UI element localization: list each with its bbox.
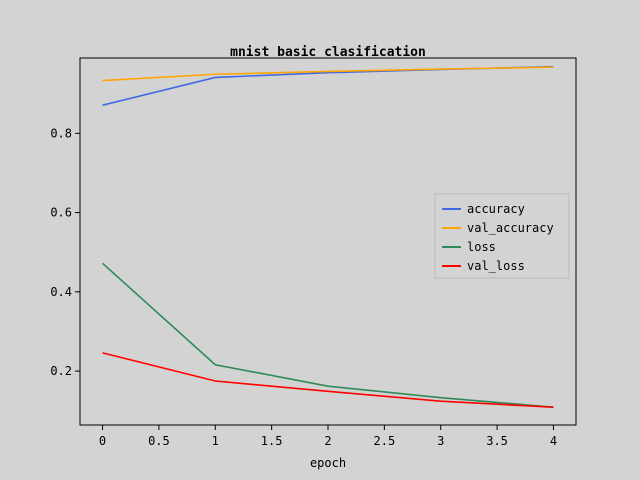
series-line-val-loss [102,352,554,408]
legend-label-val-loss: val_loss [467,259,525,273]
x-axis-label: epoch [310,456,346,470]
y-tick-label: 0.8 [50,126,72,140]
x-tick-label: 1.5 [261,434,283,448]
y-axis: 0.2 0.4 0.6 0.8 [50,126,80,378]
x-tick-label: 3.5 [486,434,508,448]
x-tick-label: 3 [437,434,444,448]
x-tick-label: 1 [212,434,219,448]
legend-label-accuracy: accuracy [467,202,525,216]
x-tick-label: 2.5 [374,434,396,448]
series-lines [102,65,554,408]
x-tick-label: 0 [99,434,106,448]
series-line-val-accuracy [102,66,554,82]
x-axis: 0 0.5 1 1.5 2 2.5 3 3.5 4 [99,425,557,448]
legend-label-loss: loss [467,240,496,254]
y-tick-label: 0.2 [50,364,72,378]
x-tick-label: 4 [550,434,557,448]
chart-title: mnist basic clasification [230,45,426,60]
series-line-loss [102,262,554,408]
x-tick-label: 0.5 [148,434,170,448]
legend-label-val-accuracy: val_accuracy [467,221,554,235]
y-tick-label: 0.6 [50,206,72,220]
x-tick-label: 2 [324,434,331,448]
y-tick-label: 0.4 [50,285,72,299]
